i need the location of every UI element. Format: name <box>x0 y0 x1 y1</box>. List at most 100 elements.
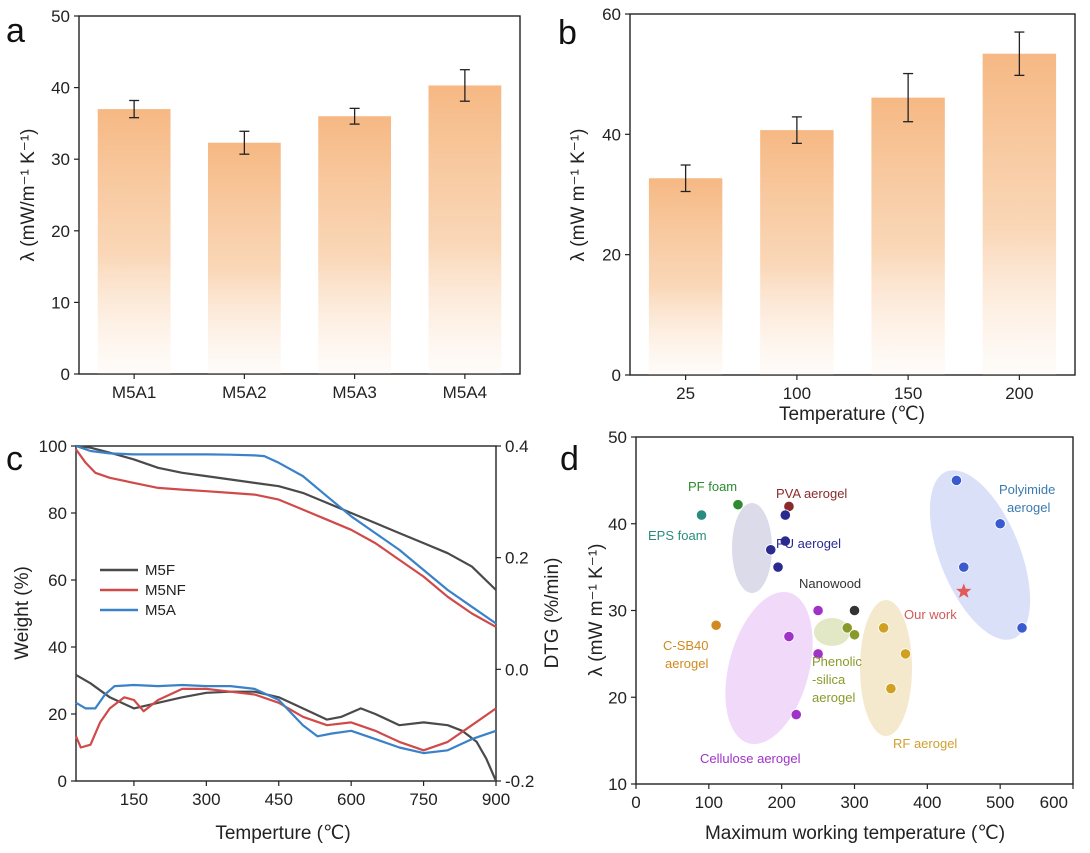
panel-c: c 150 300 450 600 750 900 0 20 40 60 80 100 -0.2 0.0 0… <box>6 437 563 844</box>
x-tick-label: 300 <box>192 790 220 809</box>
legend-label-m5f: M5F <box>145 562 175 579</box>
y-tick-label: 40 <box>602 125 621 144</box>
point-cellulose-aerogel <box>812 604 824 617</box>
panel-c-ylabel: Weight (%) <box>12 566 33 660</box>
point-cellulose-aerogel <box>790 708 802 721</box>
y-tick-label: 20 <box>51 222 70 241</box>
point-pu-aerogel <box>779 535 791 547</box>
bar-m5a1 <box>97 109 171 374</box>
panel-c-legend: M5F M5NF M5A <box>100 562 186 619</box>
point-pu-aerogel <box>779 509 791 521</box>
panel-c-label: c <box>6 440 23 478</box>
x-tick-label: 600 <box>1040 793 1068 812</box>
bar-150 <box>871 97 945 376</box>
y2-tick-label: -0.2 <box>505 772 534 791</box>
legend-label-m5nf: M5NF <box>145 582 186 599</box>
point-polyimide-aerogel <box>958 561 970 573</box>
bar-25 <box>648 178 723 375</box>
x-tick-label: 600 <box>337 790 365 809</box>
y-tick-label: 50 <box>51 7 70 26</box>
pu-aerogel-region <box>732 503 772 593</box>
x-tick-label: 900 <box>482 790 510 809</box>
y-tick-label: 50 <box>608 428 627 447</box>
y-tick-label: 40 <box>608 515 627 534</box>
x-tick-label: M5A4 <box>443 383 487 402</box>
bar-100 <box>760 130 834 375</box>
panel-d-ylabel: λ (mW m⁻¹ K⁻¹) <box>586 544 607 677</box>
bar-m5a3 <box>318 116 392 375</box>
x-tick-label: 150 <box>894 384 922 403</box>
x-tick-label: M5A1 <box>112 383 156 402</box>
x-tick-label: M5A3 <box>332 383 376 402</box>
label-eps-foam: EPS foam <box>648 528 707 543</box>
polyimide-aerogel-region <box>929 470 1031 640</box>
error-bar-m5a2 <box>239 130 250 155</box>
x-tick-label: 500 <box>986 793 1014 812</box>
x-tick-label: 200 <box>767 793 795 812</box>
error-bar-150 <box>903 72 914 123</box>
point-c-sb40-aerogel <box>710 619 722 631</box>
series-m5nf-dtg <box>74 687 497 752</box>
point-rf-aerogel <box>885 682 897 695</box>
y-tick-label: 80 <box>48 504 67 523</box>
label-phenolic-3: aerogel <box>812 690 855 705</box>
x-tick-label: 100 <box>695 793 723 812</box>
panel-b-ylabel: λ (mW m⁻¹ K⁻¹) <box>568 129 589 262</box>
x-tick-label: 300 <box>840 793 868 812</box>
point-eps-foam <box>695 509 708 521</box>
panel-d-label: d <box>560 440 579 478</box>
point-nanowood <box>848 604 861 617</box>
label-phenolic-2: -silica <box>812 672 846 687</box>
label-rf-aerogel: RF aerogel <box>893 736 957 751</box>
series-m5a-dtg <box>75 683 497 755</box>
bar-m5a2 <box>207 142 281 374</box>
y-tick-label: 40 <box>51 79 70 98</box>
y2-tick-label: 0.2 <box>505 549 529 568</box>
point-pu-aerogel <box>772 561 784 573</box>
y-tick-label: 20 <box>608 688 627 707</box>
y2-tick-label: 0.0 <box>505 660 529 679</box>
panel-d-xlabel: Maximum working temperature (℃) <box>705 823 1005 844</box>
series-m5f-dtg <box>75 673 498 782</box>
point-rf-aerogel <box>878 622 890 634</box>
point-cellulose-aerogel <box>783 630 795 643</box>
y-tick-label: 40 <box>48 638 67 657</box>
label-csb40-2: aerogel <box>665 656 708 671</box>
x-tick-label: 0 <box>631 793 640 812</box>
panel-b: b 25 100 150 200 0 20 40 60 λ (mW m⁻¹ K⁻¹) Temp… <box>558 5 1076 425</box>
point-pu-aerogel <box>765 544 777 556</box>
our-work-star <box>956 583 972 598</box>
x-tick-label: 450 <box>265 790 293 809</box>
panel-a: a M5A1 M5A2 M5A3 M5A4 0 10 20 30 40 50 λ (mW/m⁻¹ … <box>6 7 521 402</box>
panel-b-axes <box>629 13 1076 376</box>
x-tick-label: 200 <box>1005 384 1033 403</box>
phenolic-silica-region <box>814 618 850 646</box>
label-our-work: Our work <box>904 607 957 622</box>
error-bar-m5a3 <box>349 107 360 125</box>
point-cellulose-aerogel <box>812 648 824 660</box>
x-tick-label: 25 <box>676 384 695 403</box>
panel-b-xlabel: Temperature (℃) <box>779 404 925 425</box>
x-tick-label: 750 <box>409 790 437 809</box>
y-tick-label: 60 <box>48 571 67 590</box>
legend-label-m5a: M5A <box>145 602 176 619</box>
x-tick-label: M5A2 <box>222 383 266 402</box>
y-tick-label: 30 <box>51 150 70 169</box>
point-pf-foam <box>732 499 744 511</box>
label-pf-foam: PF foam <box>688 479 737 494</box>
y-tick-label: 0 <box>612 366 621 385</box>
point-polyimide-aerogel <box>1016 622 1028 634</box>
y-tick-label: 10 <box>608 775 627 794</box>
label-phenolic-1: Phenolic <box>812 654 862 669</box>
label-pva-aerogel: PVA aerogel <box>776 486 847 501</box>
y-tick-label: 10 <box>51 293 70 312</box>
panel-c-axes <box>75 445 497 782</box>
y-tick-label: 100 <box>39 437 67 456</box>
y-tick-label: 20 <box>602 246 621 265</box>
panel-c-y2label: DTG (%/min) <box>542 558 563 669</box>
bar-200 <box>982 53 1057 376</box>
rf-aerogel-region <box>860 600 912 736</box>
label-csb40-1: C-SB40 <box>663 638 709 653</box>
